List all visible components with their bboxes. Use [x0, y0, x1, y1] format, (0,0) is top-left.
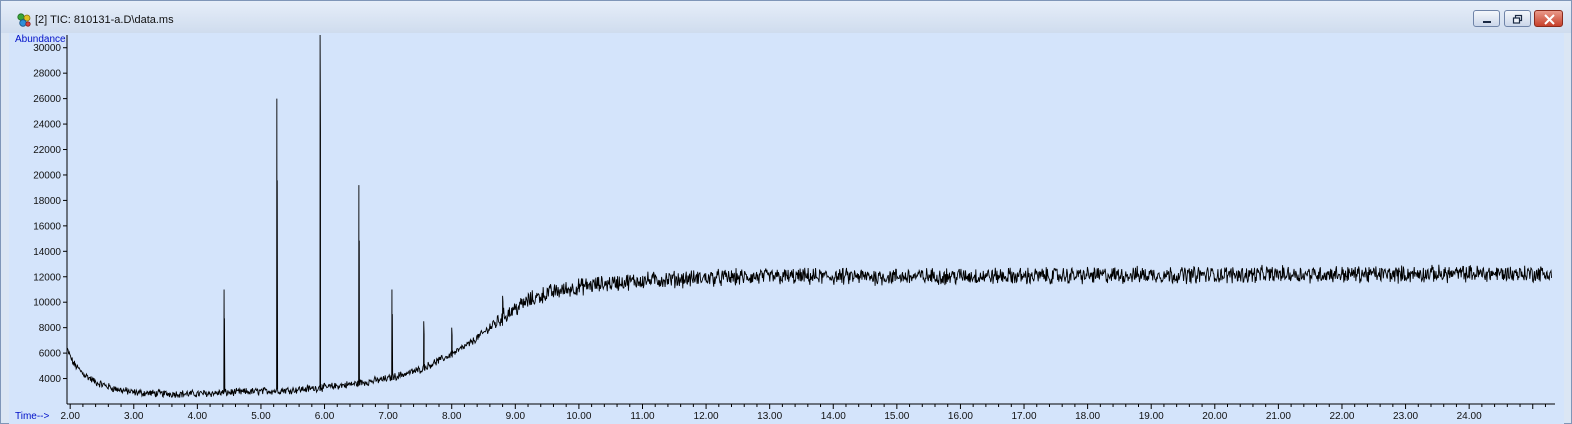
x-axis-title: Time--> — [15, 411, 50, 422]
tic-chart: Abundance Time--> 4000 6000 8000 10000 12000… — [15, 34, 1555, 422]
x-ticks: 2.00 3.00 4.00 5.00 6.00 7.00 8.00 9.00 10.00 11.… — [60, 404, 1546, 422]
y-tick-label: 18000 — [33, 196, 61, 207]
minimize-icon — [1483, 21, 1491, 23]
y-tick-label: 28000 — [33, 69, 61, 80]
x-tick-label: 2.00 — [60, 411, 80, 422]
y-tick-label: 8000 — [39, 323, 62, 334]
y-tick-label: 4000 — [39, 374, 62, 385]
x-tick-label: 20.00 — [1202, 411, 1227, 422]
y-tick-label: 6000 — [39, 349, 62, 360]
restore-icon — [1512, 14, 1523, 24]
x-tick-label: 12.00 — [694, 411, 719, 422]
x-tick-label: 19.00 — [1139, 411, 1164, 422]
y-ticks: 4000 6000 8000 10000 12000 14000 16000 18000 200… — [33, 43, 67, 385]
y-tick-label: 22000 — [33, 145, 61, 156]
y-tick-label: 30000 — [33, 43, 61, 54]
window-title: [2] TIC: 810131-a.D\data.ms — [35, 14, 174, 26]
x-tick-label: 14.00 — [821, 411, 846, 422]
x-tick-label: 9.00 — [506, 411, 526, 422]
x-tick-label: 6.00 — [315, 411, 335, 422]
x-tick-label: 8.00 — [442, 411, 462, 422]
x-tick-label: 15.00 — [884, 411, 909, 422]
x-tick-label: 11.00 — [630, 411, 655, 422]
x-tick-label: 10.00 — [566, 411, 591, 422]
y-tick-label: 10000 — [33, 298, 61, 309]
chromatogram-plot[interactable]: Abundance Time--> 4000 6000 8000 10000 12000… — [9, 33, 1564, 424]
x-tick-label: 3.00 — [124, 411, 144, 422]
x-tick-label: 7.00 — [378, 411, 398, 422]
chromatogram-app-icon — [17, 13, 31, 27]
close-button[interactable] — [1534, 10, 1563, 27]
y-tick-label: 14000 — [33, 247, 61, 258]
tic-trace-line — [66, 34, 1553, 399]
y-tick-label: 20000 — [33, 170, 61, 181]
close-icon — [1544, 14, 1555, 25]
x-tick-label: 21.00 — [1266, 411, 1291, 422]
tic-trace-group — [66, 34, 1553, 399]
restore-button[interactable] — [1504, 10, 1531, 27]
y-axis-title: Abundance — [15, 34, 66, 45]
y-tick-label: 16000 — [33, 221, 61, 232]
title-bar[interactable]: [2] TIC: 810131-a.D\data.ms — [1, 1, 1571, 33]
x-tick-label: 22.00 — [1329, 411, 1354, 422]
x-tick-label: 24.00 — [1457, 411, 1482, 422]
x-tick-label: 23.00 — [1393, 411, 1418, 422]
x-tick-label: 13.00 — [757, 411, 782, 422]
minimize-button[interactable] — [1473, 10, 1500, 27]
y-tick-label: 12000 — [33, 272, 61, 283]
y-tick-label: 26000 — [33, 94, 61, 105]
x-tick-label: 17.00 — [1012, 411, 1037, 422]
x-tick-label: 18.00 — [1075, 411, 1100, 422]
x-tick-label: 16.00 — [948, 411, 973, 422]
x-tick-label: 5.00 — [251, 411, 271, 422]
x-tick-label: 4.00 — [188, 411, 208, 422]
y-tick-label: 24000 — [33, 120, 61, 131]
